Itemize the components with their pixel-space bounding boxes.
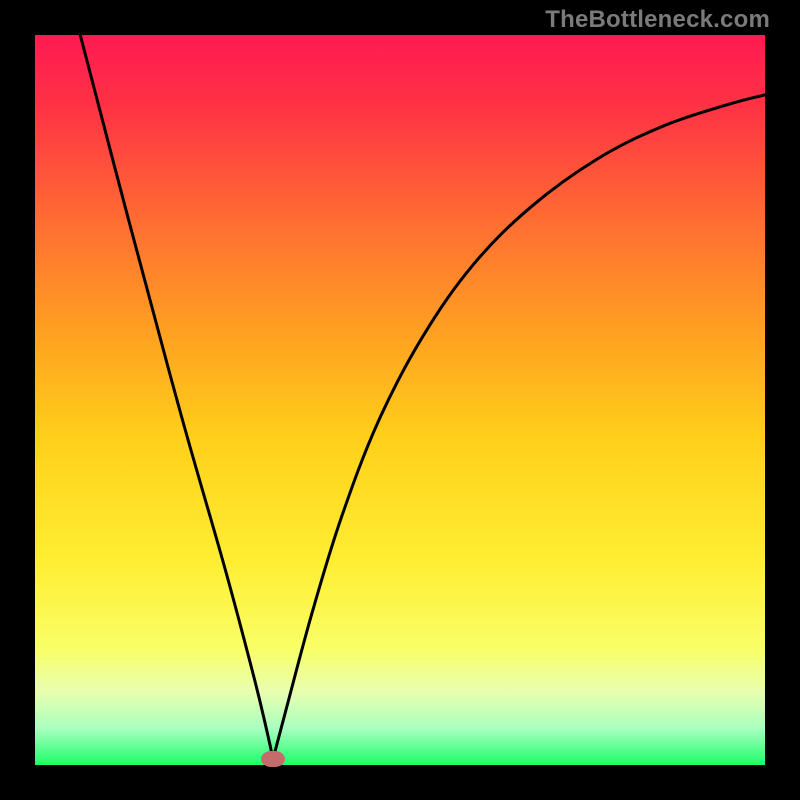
- curve-left-branch: [80, 35, 273, 759]
- minimum-marker: [261, 751, 285, 767]
- plot-area: [35, 35, 765, 765]
- curve-right-branch: [273, 95, 765, 759]
- chart-canvas: TheBottleneck.com: [0, 0, 800, 800]
- watermark-text: TheBottleneck.com: [545, 6, 770, 34]
- bottleneck-curve: [35, 35, 765, 765]
